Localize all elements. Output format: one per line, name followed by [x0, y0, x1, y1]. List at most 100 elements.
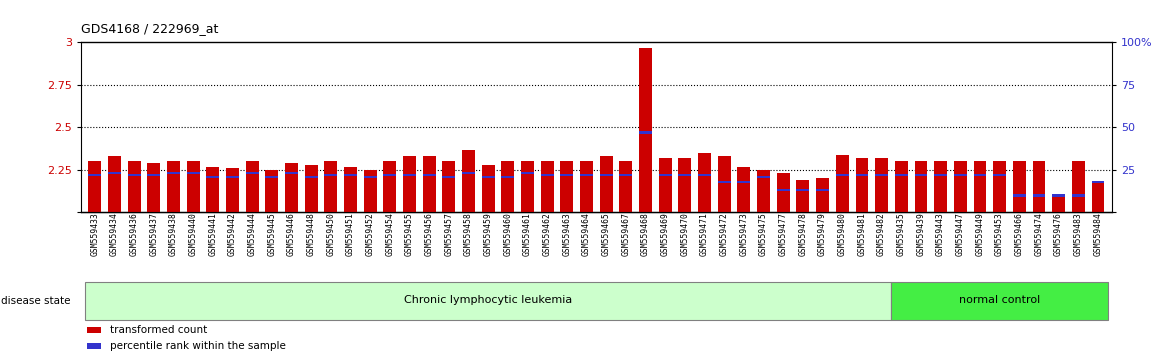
Text: GSM559470: GSM559470 — [681, 212, 689, 256]
Bar — [403, 174, 416, 176]
Text: GSM559479: GSM559479 — [818, 212, 827, 256]
Bar — [797, 189, 809, 192]
Text: GSM559457: GSM559457 — [445, 212, 454, 256]
Bar — [954, 161, 967, 212]
Bar — [915, 161, 928, 212]
Bar — [738, 181, 750, 183]
Bar — [147, 163, 160, 212]
Bar — [892, 282, 1108, 320]
Bar — [167, 161, 179, 212]
Bar — [541, 161, 554, 212]
Text: GSM559469: GSM559469 — [661, 212, 669, 256]
Text: GSM559435: GSM559435 — [896, 212, 906, 256]
Bar — [679, 158, 691, 212]
Text: GSM559483: GSM559483 — [1073, 212, 1083, 256]
Text: GSM559481: GSM559481 — [857, 212, 866, 256]
Bar — [974, 174, 987, 176]
Bar — [875, 158, 888, 212]
Bar — [186, 161, 199, 212]
Text: normal control: normal control — [959, 295, 1040, 305]
Bar — [994, 174, 1006, 176]
Text: GSM559456: GSM559456 — [425, 212, 434, 256]
Bar — [935, 161, 947, 212]
Text: GSM559438: GSM559438 — [169, 212, 178, 256]
Bar — [265, 176, 278, 178]
Bar — [698, 153, 711, 212]
Text: GSM559455: GSM559455 — [405, 212, 415, 256]
Bar — [403, 156, 416, 212]
Bar — [462, 149, 475, 212]
Text: GSM559462: GSM559462 — [543, 212, 551, 256]
Bar — [245, 172, 258, 175]
Bar — [935, 174, 947, 176]
Bar — [206, 166, 219, 212]
Text: GSM559442: GSM559442 — [228, 212, 237, 256]
Bar — [738, 166, 750, 212]
Text: GSM559439: GSM559439 — [916, 212, 925, 256]
Bar — [600, 156, 613, 212]
Text: Chronic lymphocytic leukemia: Chronic lymphocytic leukemia — [404, 295, 572, 305]
Bar — [718, 181, 731, 183]
Text: GSM559472: GSM559472 — [720, 212, 728, 256]
Text: GSM559437: GSM559437 — [149, 212, 159, 256]
Text: GSM559477: GSM559477 — [778, 212, 787, 256]
Bar — [344, 166, 357, 212]
Bar — [1092, 181, 1105, 183]
Bar — [364, 170, 376, 212]
Text: GSM559444: GSM559444 — [248, 212, 257, 256]
Bar — [856, 174, 868, 176]
Bar — [836, 155, 849, 212]
Bar — [344, 174, 357, 176]
Bar — [88, 161, 101, 212]
Text: GSM559449: GSM559449 — [975, 212, 984, 256]
Bar — [836, 174, 849, 176]
Bar — [167, 172, 179, 175]
Bar — [108, 156, 120, 212]
Text: GSM559463: GSM559463 — [563, 212, 571, 256]
Bar — [226, 176, 239, 178]
Text: GSM559480: GSM559480 — [837, 212, 846, 256]
Bar — [580, 161, 593, 212]
Bar — [620, 161, 632, 212]
Bar — [560, 161, 573, 212]
Bar — [423, 174, 435, 176]
Text: GSM559440: GSM559440 — [189, 212, 198, 256]
Bar — [482, 176, 494, 178]
Bar — [383, 174, 396, 176]
Bar — [679, 174, 691, 176]
Bar — [108, 172, 120, 175]
Bar — [383, 161, 396, 212]
Bar — [324, 174, 337, 176]
Bar — [521, 161, 534, 212]
Bar — [482, 165, 494, 212]
Bar — [856, 158, 868, 212]
Bar — [915, 174, 928, 176]
Bar — [895, 161, 908, 212]
Bar — [127, 161, 140, 212]
Bar — [1092, 182, 1105, 212]
Text: GSM559451: GSM559451 — [346, 212, 356, 256]
Bar — [442, 176, 455, 178]
Bar — [226, 168, 239, 212]
Bar — [501, 161, 514, 212]
Text: GSM559466: GSM559466 — [1014, 212, 1024, 256]
Text: GSM559461: GSM559461 — [523, 212, 532, 256]
Bar — [245, 161, 258, 212]
Text: GSM559448: GSM559448 — [307, 212, 316, 256]
Bar — [580, 174, 593, 176]
Bar — [462, 172, 475, 175]
Text: disease state: disease state — [1, 296, 71, 306]
Bar — [620, 174, 632, 176]
Bar — [423, 156, 435, 212]
Text: GSM559475: GSM559475 — [758, 212, 768, 256]
Bar — [816, 178, 829, 212]
Text: GSM559460: GSM559460 — [504, 212, 512, 256]
Bar — [88, 174, 101, 176]
Text: GSM559436: GSM559436 — [130, 212, 139, 256]
Text: GSM559478: GSM559478 — [798, 212, 807, 256]
Bar — [501, 176, 514, 178]
Text: GSM559459: GSM559459 — [484, 212, 492, 256]
Text: percentile rank within the sample: percentile rank within the sample — [110, 341, 286, 351]
Text: GSM559445: GSM559445 — [267, 212, 277, 256]
Bar — [305, 176, 317, 178]
